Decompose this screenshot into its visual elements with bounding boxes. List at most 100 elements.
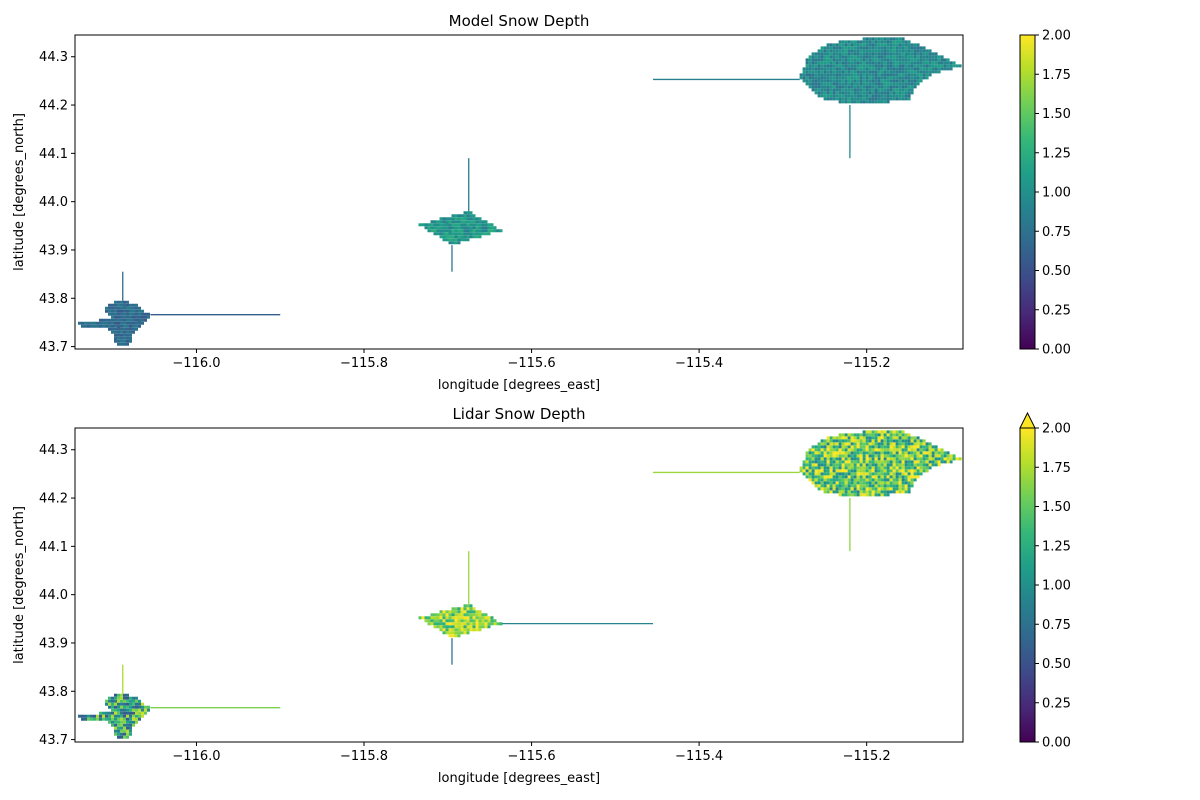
y-tick-label: 44.1 bbox=[39, 540, 68, 555]
raster-cells bbox=[457, 619, 461, 623]
raster-cells bbox=[111, 693, 120, 712]
raster-cells bbox=[829, 451, 833, 455]
raster-cells bbox=[454, 241, 458, 245]
raster-cells bbox=[123, 729, 126, 733]
raster-cells bbox=[466, 622, 470, 626]
raster-cells bbox=[469, 622, 473, 626]
chart-title: Lidar Snow Depth bbox=[452, 405, 585, 423]
raster-cells bbox=[886, 448, 890, 452]
raster-cells bbox=[799, 469, 803, 473]
raster-cells bbox=[874, 454, 878, 458]
colorbar-tick-label: 1.25 bbox=[1042, 146, 1071, 161]
raster-cells bbox=[484, 226, 488, 230]
raster-cells bbox=[135, 306, 138, 310]
raster-cells bbox=[132, 315, 147, 319]
raster-cells bbox=[820, 475, 824, 479]
raster-cells bbox=[472, 610, 476, 614]
raster-cells bbox=[901, 472, 905, 476]
raster-cells bbox=[126, 699, 129, 703]
raster-cells bbox=[823, 460, 932, 494]
raster-cells bbox=[847, 490, 851, 494]
colorbar-tick-label: 0.25 bbox=[1042, 696, 1071, 711]
raster-cells bbox=[102, 717, 105, 721]
raster-cells bbox=[874, 493, 878, 497]
colorbar-tick-label: 0.00 bbox=[1042, 343, 1071, 358]
raster-cells bbox=[475, 613, 479, 617]
raster-cells bbox=[123, 696, 126, 718]
raster-cells bbox=[114, 729, 117, 733]
y-tick-label: 43.8 bbox=[39, 685, 68, 700]
raster-cells bbox=[952, 454, 956, 458]
raster-cells bbox=[454, 217, 464, 242]
raster-cells bbox=[874, 439, 926, 485]
raster-cells bbox=[454, 607, 458, 611]
raster-cells bbox=[114, 732, 117, 736]
raster-cells bbox=[457, 229, 461, 233]
raster-cells bbox=[898, 466, 902, 470]
raster-cells bbox=[925, 451, 929, 455]
raster-cells bbox=[472, 229, 503, 236]
raster-cells bbox=[817, 475, 821, 479]
raster-cells bbox=[892, 436, 920, 455]
raster-cells bbox=[853, 493, 857, 497]
raster-cells bbox=[469, 604, 473, 608]
raster-cells bbox=[129, 726, 132, 730]
raster-cells bbox=[442, 622, 446, 626]
raster-cells bbox=[925, 469, 929, 473]
raster-cells bbox=[814, 49, 947, 98]
raster-layer bbox=[78, 430, 962, 739]
raster-cells bbox=[439, 619, 443, 623]
raster-cells bbox=[114, 714, 117, 718]
raster-cells bbox=[451, 229, 455, 233]
raster-cells bbox=[805, 463, 809, 467]
raster-cells bbox=[439, 217, 494, 239]
raster-cells bbox=[117, 312, 120, 316]
raster-cells bbox=[454, 616, 458, 620]
raster-cells bbox=[132, 702, 135, 706]
raster-cells bbox=[859, 442, 881, 470]
raster-cells bbox=[135, 324, 138, 328]
raster-cells bbox=[135, 711, 138, 715]
raster-cells bbox=[424, 214, 467, 230]
raster-cells bbox=[799, 466, 803, 470]
raster-cells bbox=[475, 628, 479, 632]
raster-cells bbox=[129, 696, 132, 700]
raster-cells bbox=[141, 708, 144, 712]
raster-cells bbox=[862, 487, 866, 491]
raster-cells bbox=[859, 484, 863, 488]
raster-cells bbox=[123, 735, 126, 739]
raster-cells bbox=[439, 235, 443, 239]
raster-cells bbox=[430, 619, 440, 626]
raster-cells bbox=[141, 705, 144, 709]
raster-cells bbox=[81, 714, 84, 718]
raster-cells bbox=[418, 223, 422, 227]
raster-cells bbox=[925, 448, 929, 452]
subplot-1: −116.0 −115.8 −115.6 −115.4 −115.2 43.7 43.8 43… bbox=[12, 12, 1071, 393]
raster-cells bbox=[99, 711, 120, 724]
raster-cells bbox=[874, 439, 911, 464]
raster-cells bbox=[457, 631, 461, 635]
raster-cells bbox=[856, 448, 860, 452]
raster-cells bbox=[883, 454, 887, 458]
raster-cells bbox=[123, 717, 126, 721]
raster-cells bbox=[865, 469, 869, 473]
raster-cells bbox=[844, 439, 848, 443]
colorbar-tick-label: 0.00 bbox=[1042, 736, 1071, 751]
raster-cells bbox=[892, 55, 923, 101]
raster-cells bbox=[457, 610, 461, 614]
raster-layer bbox=[78, 37, 962, 346]
raster-cells bbox=[841, 448, 845, 452]
raster-cells bbox=[817, 451, 842, 473]
raster-cells bbox=[934, 448, 938, 452]
x-axis-label: longitude [degrees_east] bbox=[438, 771, 600, 786]
colorbar-tick-label: 2.00 bbox=[1042, 29, 1071, 44]
raster-cells bbox=[892, 451, 917, 470]
raster-cells bbox=[448, 628, 452, 632]
raster-cells bbox=[105, 711, 108, 715]
y-tick-label: 43.8 bbox=[39, 292, 68, 307]
raster-cells bbox=[99, 705, 117, 718]
raster-cells bbox=[108, 717, 111, 721]
raster-cells bbox=[123, 732, 126, 736]
raster-cells bbox=[880, 454, 884, 458]
raster-cells bbox=[117, 723, 120, 727]
